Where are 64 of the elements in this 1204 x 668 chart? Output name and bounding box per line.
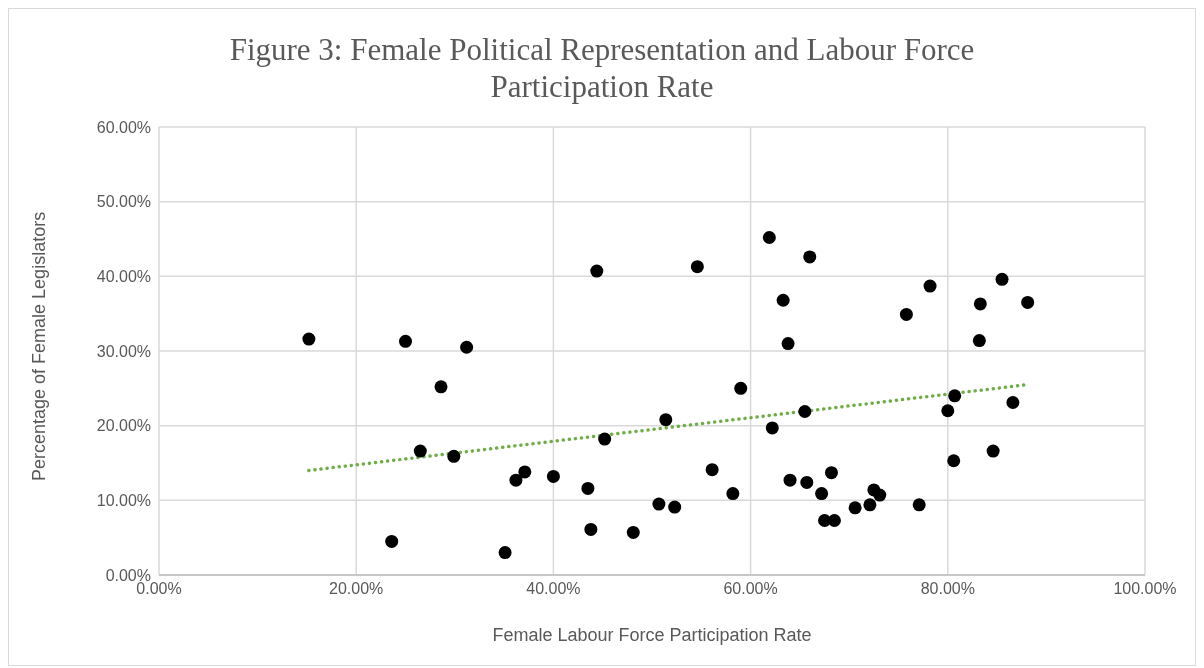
point — [863, 498, 877, 512]
point — [581, 481, 595, 495]
point — [798, 404, 812, 418]
point — [546, 469, 560, 483]
point — [668, 500, 682, 514]
y-tick-label: 40.00% — [96, 268, 151, 286]
point — [827, 513, 841, 527]
x-axis-title: Female Labour Force Participation Rate — [492, 625, 812, 645]
point — [815, 487, 829, 501]
point — [509, 473, 523, 487]
point — [873, 488, 887, 502]
point — [972, 334, 986, 348]
point — [518, 465, 532, 479]
point — [413, 444, 427, 458]
point — [781, 337, 795, 351]
point — [385, 534, 399, 548]
x-tick-label: 20.00% — [329, 580, 384, 598]
point — [598, 432, 612, 446]
point — [734, 381, 748, 395]
point — [948, 389, 962, 403]
point — [776, 293, 790, 307]
point — [652, 497, 666, 511]
point — [848, 501, 862, 515]
point — [460, 340, 474, 354]
point — [824, 466, 838, 480]
point — [1021, 295, 1035, 309]
y-axis-title: Percentage of Female Legislators — [29, 211, 50, 481]
point — [923, 279, 937, 293]
y-tick-label: 10.00% — [96, 492, 151, 510]
point — [302, 332, 316, 346]
chart-title: Figure 3: Female Political Representation and Labour Force Participation Rate — [228, 31, 976, 105]
point — [584, 522, 598, 536]
point — [941, 404, 955, 418]
y-tick-label: 60.00% — [96, 118, 151, 136]
point — [659, 413, 673, 427]
x-tick-label: 0.00% — [136, 580, 182, 598]
point — [726, 487, 740, 501]
point — [1006, 396, 1020, 410]
point — [765, 421, 779, 435]
y-tick-label: 30.00% — [96, 342, 151, 360]
point — [690, 260, 704, 274]
y-tick-label: 50.00% — [96, 193, 151, 211]
point — [947, 454, 961, 468]
x-tick-label: 80.00% — [920, 580, 975, 598]
point — [447, 449, 461, 463]
point — [995, 272, 1009, 286]
point — [762, 231, 776, 245]
y-tick-label: 20.00% — [96, 417, 151, 435]
point — [912, 498, 926, 512]
point — [399, 334, 412, 348]
point — [803, 250, 817, 264]
point — [800, 475, 814, 489]
x-tick-label: 60.00% — [723, 580, 778, 598]
point — [434, 380, 448, 394]
point — [705, 463, 719, 477]
point — [986, 444, 1000, 458]
point — [783, 473, 797, 487]
point — [626, 525, 640, 539]
point — [973, 297, 987, 311]
x-tick-label: 40.00% — [526, 580, 581, 598]
point — [590, 264, 604, 278]
x-tick-label: 100.00% — [1113, 580, 1177, 598]
point — [899, 307, 913, 321]
point — [498, 546, 512, 560]
